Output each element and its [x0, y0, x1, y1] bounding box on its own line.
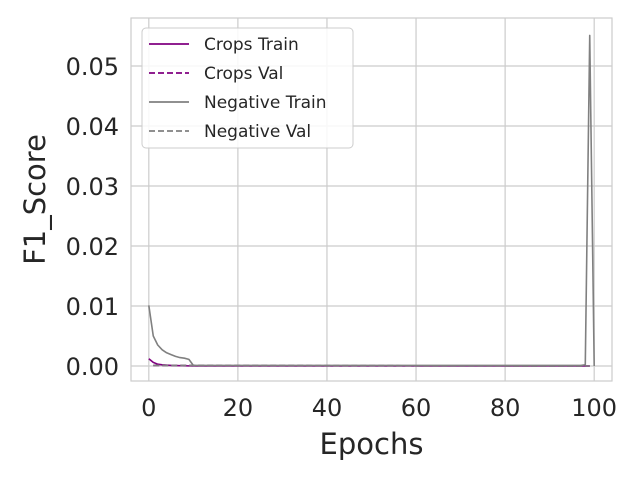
series-line — [148, 34, 595, 367]
legend-label: Crops Val — [204, 64, 283, 84]
x-tick-label: 0 — [141, 394, 156, 422]
y-tick-label: 0.02 — [66, 233, 119, 261]
x-tick-label: 60 — [401, 394, 432, 422]
series-lines — [148, 34, 595, 367]
series-line — [153, 364, 590, 367]
y-tick-label: 0.03 — [66, 173, 119, 201]
x-axis-label: Epochs — [320, 427, 424, 461]
legend-label: Negative Val — [204, 122, 311, 142]
legend-label: Crops Train — [204, 35, 299, 55]
x-tick-label: 40 — [312, 394, 343, 422]
y-tick-label: 0.00 — [66, 353, 119, 381]
legend-box — [141, 27, 354, 149]
legend-label: Negative Train — [204, 93, 327, 113]
y-tick-label: 0.05 — [66, 53, 119, 81]
y-tick-labels: 0.00 0.01 0.02 0.03 0.04 0.05 — [66, 53, 119, 381]
x-tick-label: 100 — [571, 394, 617, 422]
y-tick-label: 0.01 — [66, 293, 119, 321]
y-axis-label: F1_Score — [18, 134, 52, 265]
legend: Crops Train Crops Val Negative Train Negati… — [141, 27, 354, 149]
plot-frame — [130, 17, 613, 382]
y-tick-label: 0.04 — [66, 113, 119, 141]
x-tick-label: 80 — [490, 394, 521, 422]
x-tick-label: 20 — [223, 394, 254, 422]
x-tick-labels: 0 20 40 60 80 100 — [141, 394, 617, 422]
